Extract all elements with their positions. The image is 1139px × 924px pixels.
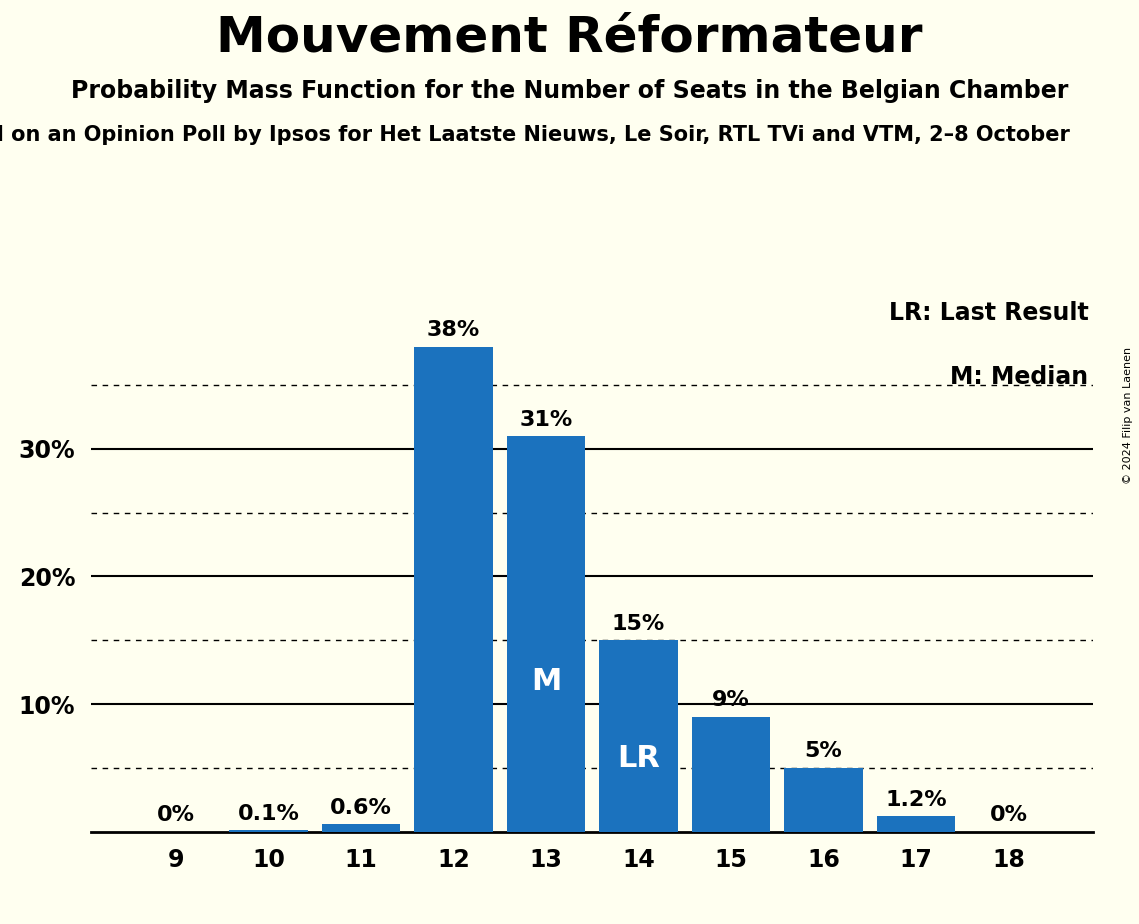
Text: Mouvement Réformateur: Mouvement Réformateur: [216, 14, 923, 62]
Bar: [507, 436, 585, 832]
Bar: [229, 831, 308, 832]
Bar: [599, 640, 678, 832]
Text: © 2024 Filip van Laenen: © 2024 Filip van Laenen: [1123, 347, 1133, 484]
Text: 38%: 38%: [427, 321, 481, 340]
Text: 0%: 0%: [157, 805, 195, 825]
Bar: [691, 717, 770, 832]
Text: LR: LR: [617, 745, 659, 773]
Text: 0.1%: 0.1%: [238, 804, 300, 824]
Bar: [321, 824, 400, 832]
Bar: [877, 816, 956, 832]
Text: M: M: [531, 667, 562, 696]
Text: 15%: 15%: [612, 614, 665, 634]
Text: 31%: 31%: [519, 409, 573, 430]
Bar: [415, 346, 493, 832]
Text: M: Median: M: Median: [950, 365, 1089, 389]
Text: 0.6%: 0.6%: [330, 797, 392, 818]
Text: d on an Opinion Poll by Ipsos for Het Laatste Nieuws, Le Soir, RTL TVi and VTM, : d on an Opinion Poll by Ipsos for Het La…: [0, 125, 1070, 145]
Text: 5%: 5%: [804, 741, 843, 761]
Text: 9%: 9%: [712, 690, 749, 711]
Text: 1.2%: 1.2%: [885, 790, 947, 810]
Text: Probability Mass Function for the Number of Seats in the Belgian Chamber: Probability Mass Function for the Number…: [71, 79, 1068, 103]
Text: LR: Last Result: LR: Last Result: [888, 301, 1089, 325]
Bar: [785, 768, 863, 832]
Text: 0%: 0%: [990, 805, 1027, 825]
